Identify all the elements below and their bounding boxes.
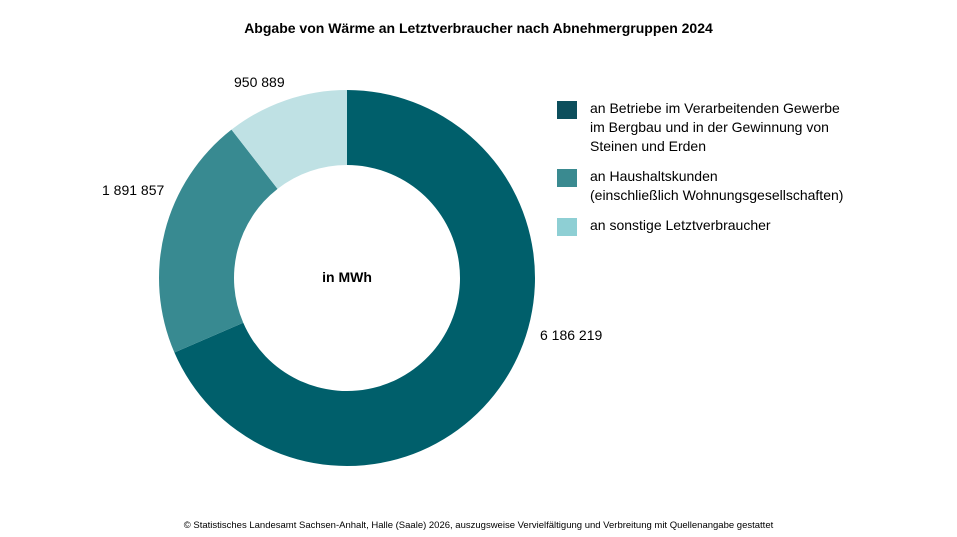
- donut-slice-2: [231, 90, 347, 189]
- center-label: in MWh: [322, 269, 372, 285]
- legend-swatch-2: [557, 218, 577, 236]
- legend-text: an Betriebe im Verarbeitenden Gewerbe: [590, 100, 840, 116]
- legend-text: an Haushaltskunden: [590, 168, 718, 184]
- legend-item-0: an Betriebe im Verarbeitenden Gewerbe im …: [557, 99, 840, 156]
- data-label-2: 950 889: [234, 74, 285, 90]
- legend-text: an sonstige Letztverbraucher: [590, 217, 771, 233]
- data-label-1: 1 891 857: [102, 182, 165, 198]
- legend-swatch-0: [557, 101, 577, 119]
- legend-text: Steinen und Erden: [590, 138, 706, 154]
- legend-text: (einschließlich Wohnungsgesellschaften): [590, 187, 844, 203]
- legend-text: im Bergbau und in der Gewinnung von: [590, 119, 829, 135]
- footer-copyright: © Statistisches Landesamt Sachsen-Anhalt…: [183, 520, 774, 531]
- donut-slice-0: [174, 90, 535, 466]
- legend-item-1: an Haushaltskunden (einschließlich Wohnun…: [557, 167, 843, 205]
- data-label-0: 6 186 219: [540, 327, 603, 343]
- legend-item-2: an sonstige Letztverbraucher: [557, 216, 771, 236]
- donut-slice-1: [159, 129, 278, 353]
- legend-swatch-1: [557, 169, 577, 187]
- chart-title: Abgabe von Wärme an Letztverbraucher nac…: [244, 20, 713, 36]
